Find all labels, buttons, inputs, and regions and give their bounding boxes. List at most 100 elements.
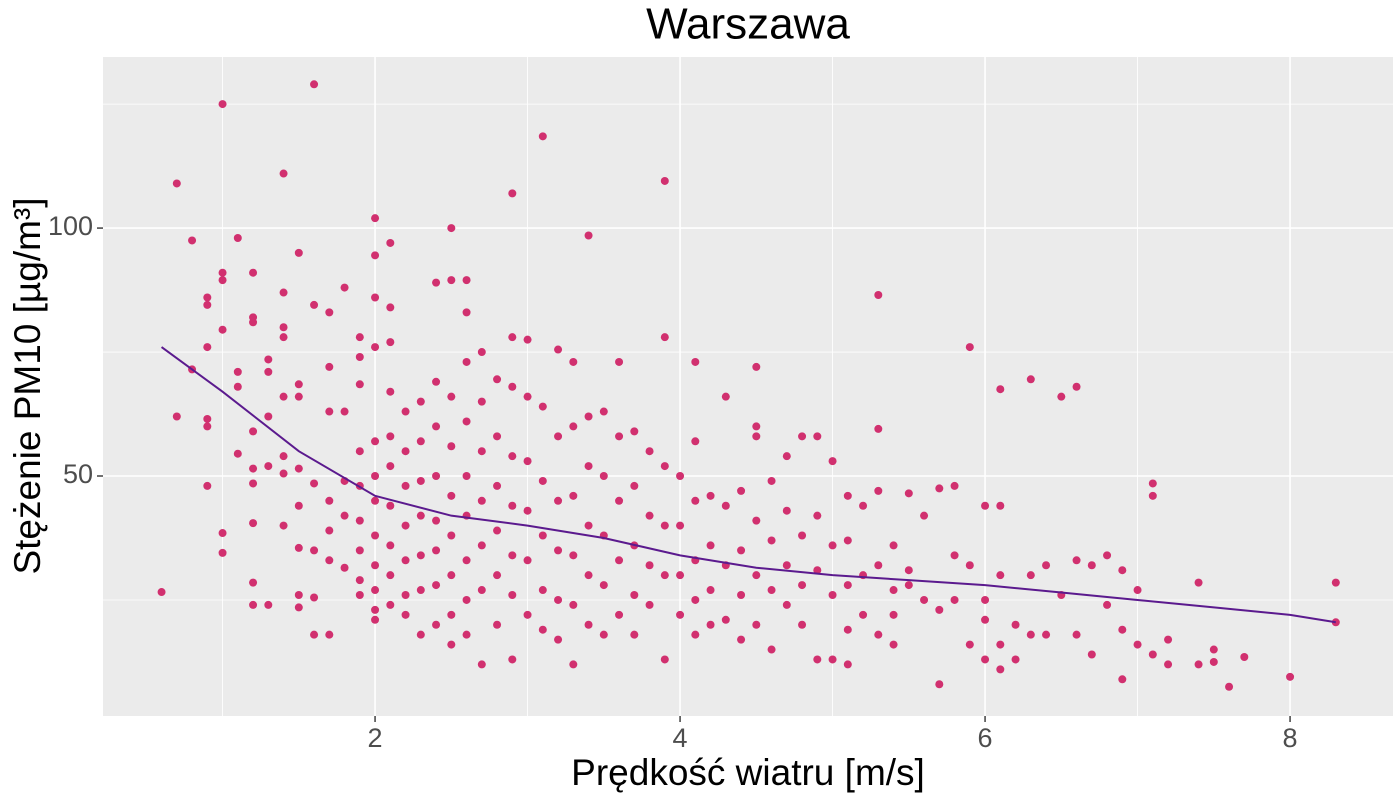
point xyxy=(264,355,273,364)
point xyxy=(462,357,471,366)
point xyxy=(859,501,868,510)
point xyxy=(477,496,486,505)
point xyxy=(371,605,380,614)
point xyxy=(813,566,822,575)
point xyxy=(889,541,898,550)
point xyxy=(1057,392,1066,401)
point xyxy=(1118,625,1127,634)
point xyxy=(462,276,471,285)
point xyxy=(310,593,319,602)
point xyxy=(310,479,319,488)
point xyxy=(1026,571,1035,580)
point xyxy=(996,640,1005,649)
point xyxy=(1209,645,1218,654)
point xyxy=(325,308,334,317)
point xyxy=(767,536,776,545)
point xyxy=(218,548,227,557)
point xyxy=(249,578,258,587)
point xyxy=(172,179,181,188)
point xyxy=(249,600,258,609)
point xyxy=(676,571,685,580)
point xyxy=(279,333,288,342)
point xyxy=(584,620,593,629)
point xyxy=(401,610,410,619)
point xyxy=(1103,551,1112,560)
point xyxy=(1042,561,1051,570)
point xyxy=(584,231,593,240)
point xyxy=(981,595,990,604)
point xyxy=(554,595,563,604)
point xyxy=(1133,586,1142,595)
point xyxy=(355,591,364,600)
point xyxy=(1164,635,1173,644)
point xyxy=(310,546,319,555)
point xyxy=(249,464,258,473)
point xyxy=(340,283,349,292)
point xyxy=(889,610,898,619)
point xyxy=(371,496,380,505)
point xyxy=(660,462,669,471)
point xyxy=(920,511,929,520)
point xyxy=(554,635,563,644)
point xyxy=(828,541,837,550)
smooth-line xyxy=(160,346,1336,624)
point xyxy=(615,610,624,619)
grid xyxy=(103,57,1393,716)
point xyxy=(981,655,990,664)
point xyxy=(432,516,441,525)
point xyxy=(554,432,563,441)
point xyxy=(325,496,334,505)
y-axis-title: Stężenie PM10 [µg/m³] xyxy=(7,197,48,574)
point xyxy=(599,472,608,481)
point xyxy=(874,486,883,495)
point xyxy=(843,625,852,634)
point xyxy=(477,586,486,595)
point xyxy=(798,531,807,540)
point xyxy=(523,457,532,466)
point xyxy=(310,300,319,309)
point xyxy=(691,437,700,446)
point xyxy=(188,236,197,245)
point xyxy=(950,551,959,560)
point xyxy=(584,462,593,471)
point xyxy=(1240,652,1249,661)
point xyxy=(279,452,288,461)
point xyxy=(157,588,166,597)
point xyxy=(538,531,547,540)
x-tick-label: 8 xyxy=(1283,723,1298,753)
point xyxy=(782,506,791,515)
point xyxy=(294,543,303,552)
point xyxy=(676,472,685,481)
point xyxy=(752,432,761,441)
panel xyxy=(103,57,1393,716)
point xyxy=(538,586,547,595)
point xyxy=(843,660,852,669)
point xyxy=(249,519,258,528)
point xyxy=(828,591,837,600)
point xyxy=(371,472,380,481)
point xyxy=(1103,600,1112,609)
point xyxy=(523,610,532,619)
point xyxy=(203,481,212,490)
point xyxy=(249,268,258,277)
point xyxy=(828,655,837,664)
point xyxy=(401,407,410,416)
point xyxy=(386,303,395,312)
point xyxy=(691,595,700,604)
point xyxy=(767,586,776,595)
point xyxy=(462,308,471,317)
point xyxy=(325,556,334,565)
point xyxy=(1072,630,1081,639)
point xyxy=(569,551,578,560)
point xyxy=(935,605,944,614)
point xyxy=(340,563,349,572)
point xyxy=(1087,650,1096,659)
point xyxy=(432,278,441,287)
point xyxy=(416,630,425,639)
point xyxy=(721,392,730,401)
point xyxy=(386,600,395,609)
point xyxy=(416,437,425,446)
point xyxy=(447,531,456,540)
point xyxy=(523,392,532,401)
point xyxy=(554,345,563,354)
